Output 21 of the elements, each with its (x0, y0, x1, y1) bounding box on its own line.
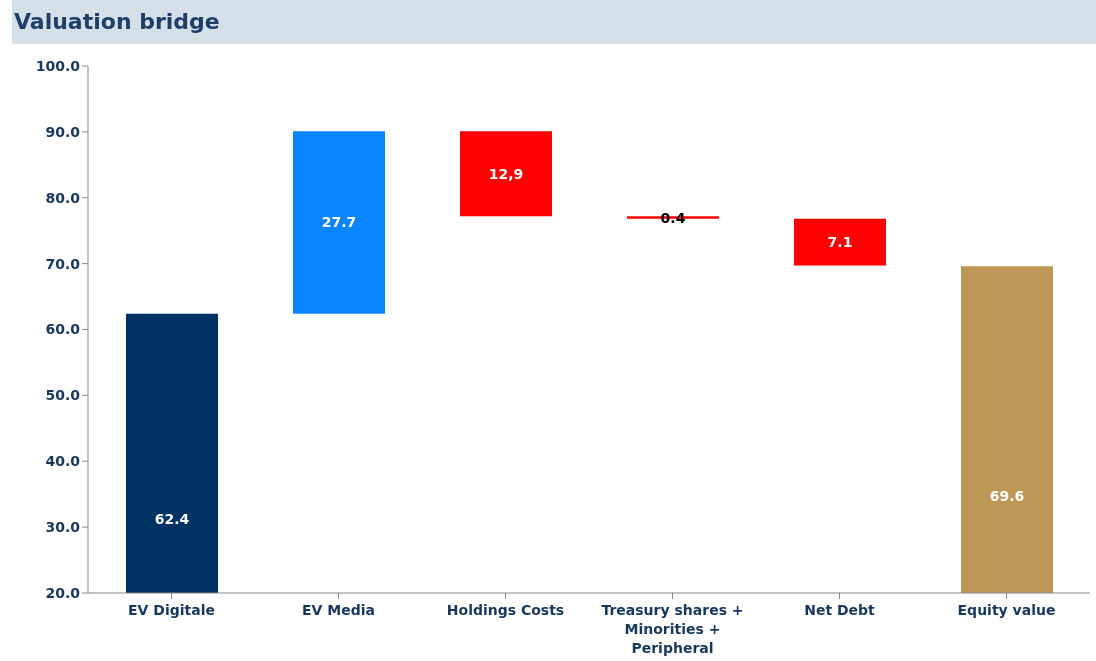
y-tick-label: 90.0 (45, 123, 81, 140)
chart-title: Valuation bridge (12, 0, 1096, 44)
data-label: 62.4 (154, 511, 190, 528)
y-tick-label: 80.0 (45, 189, 81, 206)
data-label: 27.7 (321, 214, 357, 231)
y-tick-label: 30.0 (45, 519, 81, 536)
data-label: 69.6 (989, 487, 1025, 504)
data-label: 7.1 (827, 234, 853, 251)
x-tick-label: Treasury shares + Minorities + Peripheral (601, 602, 744, 656)
y-tick-label: 60.0 (45, 321, 81, 338)
y-tick-label: 40.0 (45, 453, 81, 470)
y-tick-label: 100.0 (35, 57, 81, 74)
x-tick-label: EV Media (302, 602, 375, 618)
x-tick-label: Equity value (957, 602, 1056, 618)
y-tick-label: 70.0 (45, 255, 81, 272)
y-tick-label: 50.0 (45, 387, 81, 404)
y-tick-label: 20.0 (45, 584, 81, 601)
x-tick-label: Net Debt (804, 602, 876, 618)
x-tick-label: EV Digitale (128, 602, 215, 618)
data-label: 12,9 (488, 165, 524, 182)
x-tick-label: Holdings Costs (446, 602, 565, 618)
